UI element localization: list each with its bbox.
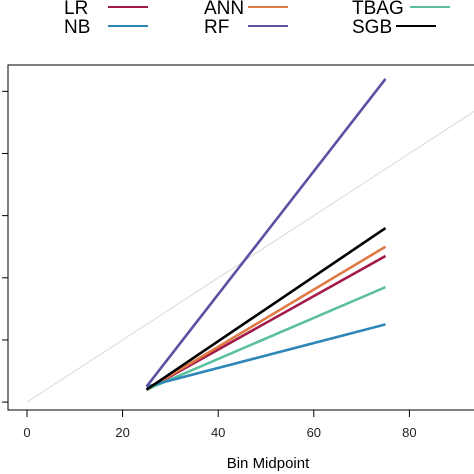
legend-label: TBAG [352, 0, 404, 19]
legend-item-sgb: SGB [352, 17, 436, 38]
x-tick-label: 40 [211, 425, 225, 440]
legend-label: SGB [352, 17, 392, 38]
x-tick-label: 80 [402, 425, 416, 440]
plot-area [7, 64, 474, 411]
legend-item-tbag: TBAG [352, 0, 450, 19]
legend-item-rf: RF [204, 17, 288, 38]
legend-label: RF [204, 17, 229, 38]
x-axis: 0 20 40 60 80 [23, 410, 417, 440]
legend-item-lr: LR [64, 0, 148, 19]
x-tick-label: 60 [307, 425, 321, 440]
x-tick-label: 20 [115, 425, 129, 440]
series-lines [145, 78, 387, 391]
x-axis-label: Bin Midpoint [227, 455, 310, 472]
reference-diagonal-line [26, 110, 474, 403]
series-line-sgb [145, 227, 387, 391]
y-axis [2, 90, 8, 403]
legend: LR ANN TBAG NB RF SGB [64, 0, 450, 38]
series-line-nb [146, 323, 386, 388]
legend-label: LR [64, 0, 88, 19]
series-line-rf [145, 78, 387, 388]
series-line-tbag [145, 285, 387, 391]
series-line-lr [145, 254, 387, 391]
legend-label: NB [64, 17, 90, 38]
x-tick-label: 0 [23, 425, 30, 440]
legend-label: ANN [204, 0, 244, 19]
legend-item-nb: NB [64, 17, 148, 38]
legend-item-ann: ANN [204, 0, 288, 19]
plot-frame [7, 64, 474, 411]
series-line-ann [145, 245, 387, 391]
